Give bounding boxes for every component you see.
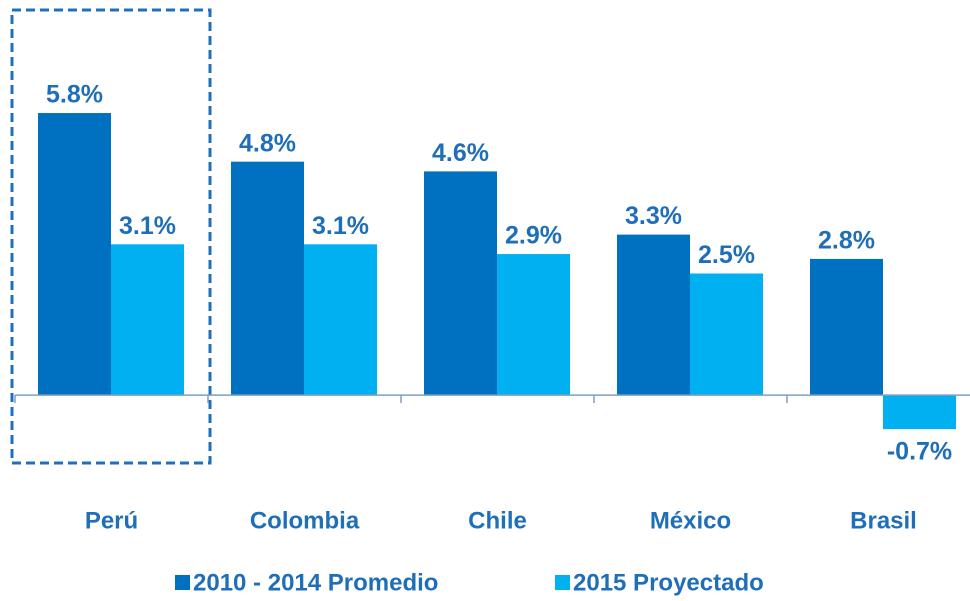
bar [810, 258, 883, 396]
value-label: -0.7% [887, 438, 952, 466]
highlight-box [10, 8, 212, 465]
bar [497, 254, 570, 396]
value-label: 4.6% [432, 139, 489, 167]
value-label: 5.8% [46, 81, 103, 109]
legend-label: 2010 - 2014 Promedio [193, 569, 438, 596]
legend-label: 2015 Proyectado [573, 569, 764, 596]
bar [111, 244, 184, 396]
value-label: 4.8% [239, 129, 296, 157]
x-tick-label: Brasil [850, 507, 917, 534]
bar [617, 234, 690, 396]
bar [304, 244, 377, 396]
value-label: 2.9% [505, 222, 562, 250]
x-tick-label: Perú [85, 507, 138, 534]
bar [690, 273, 763, 396]
x-tick-label: Chile [468, 507, 527, 534]
value-label: 3.1% [119, 212, 176, 240]
value-label: 3.1% [312, 212, 369, 240]
value-label: 2.8% [818, 227, 875, 255]
bar [424, 171, 497, 396]
legend-swatch [555, 575, 570, 590]
legend-swatch [175, 575, 190, 590]
x-tick-label: Colombia [250, 507, 360, 534]
x-tick-label: México [650, 507, 731, 534]
bar [883, 395, 956, 430]
value-label: 2.5% [698, 241, 755, 269]
value-label: 3.3% [625, 202, 682, 230]
bar [38, 113, 111, 396]
bar [231, 161, 304, 396]
